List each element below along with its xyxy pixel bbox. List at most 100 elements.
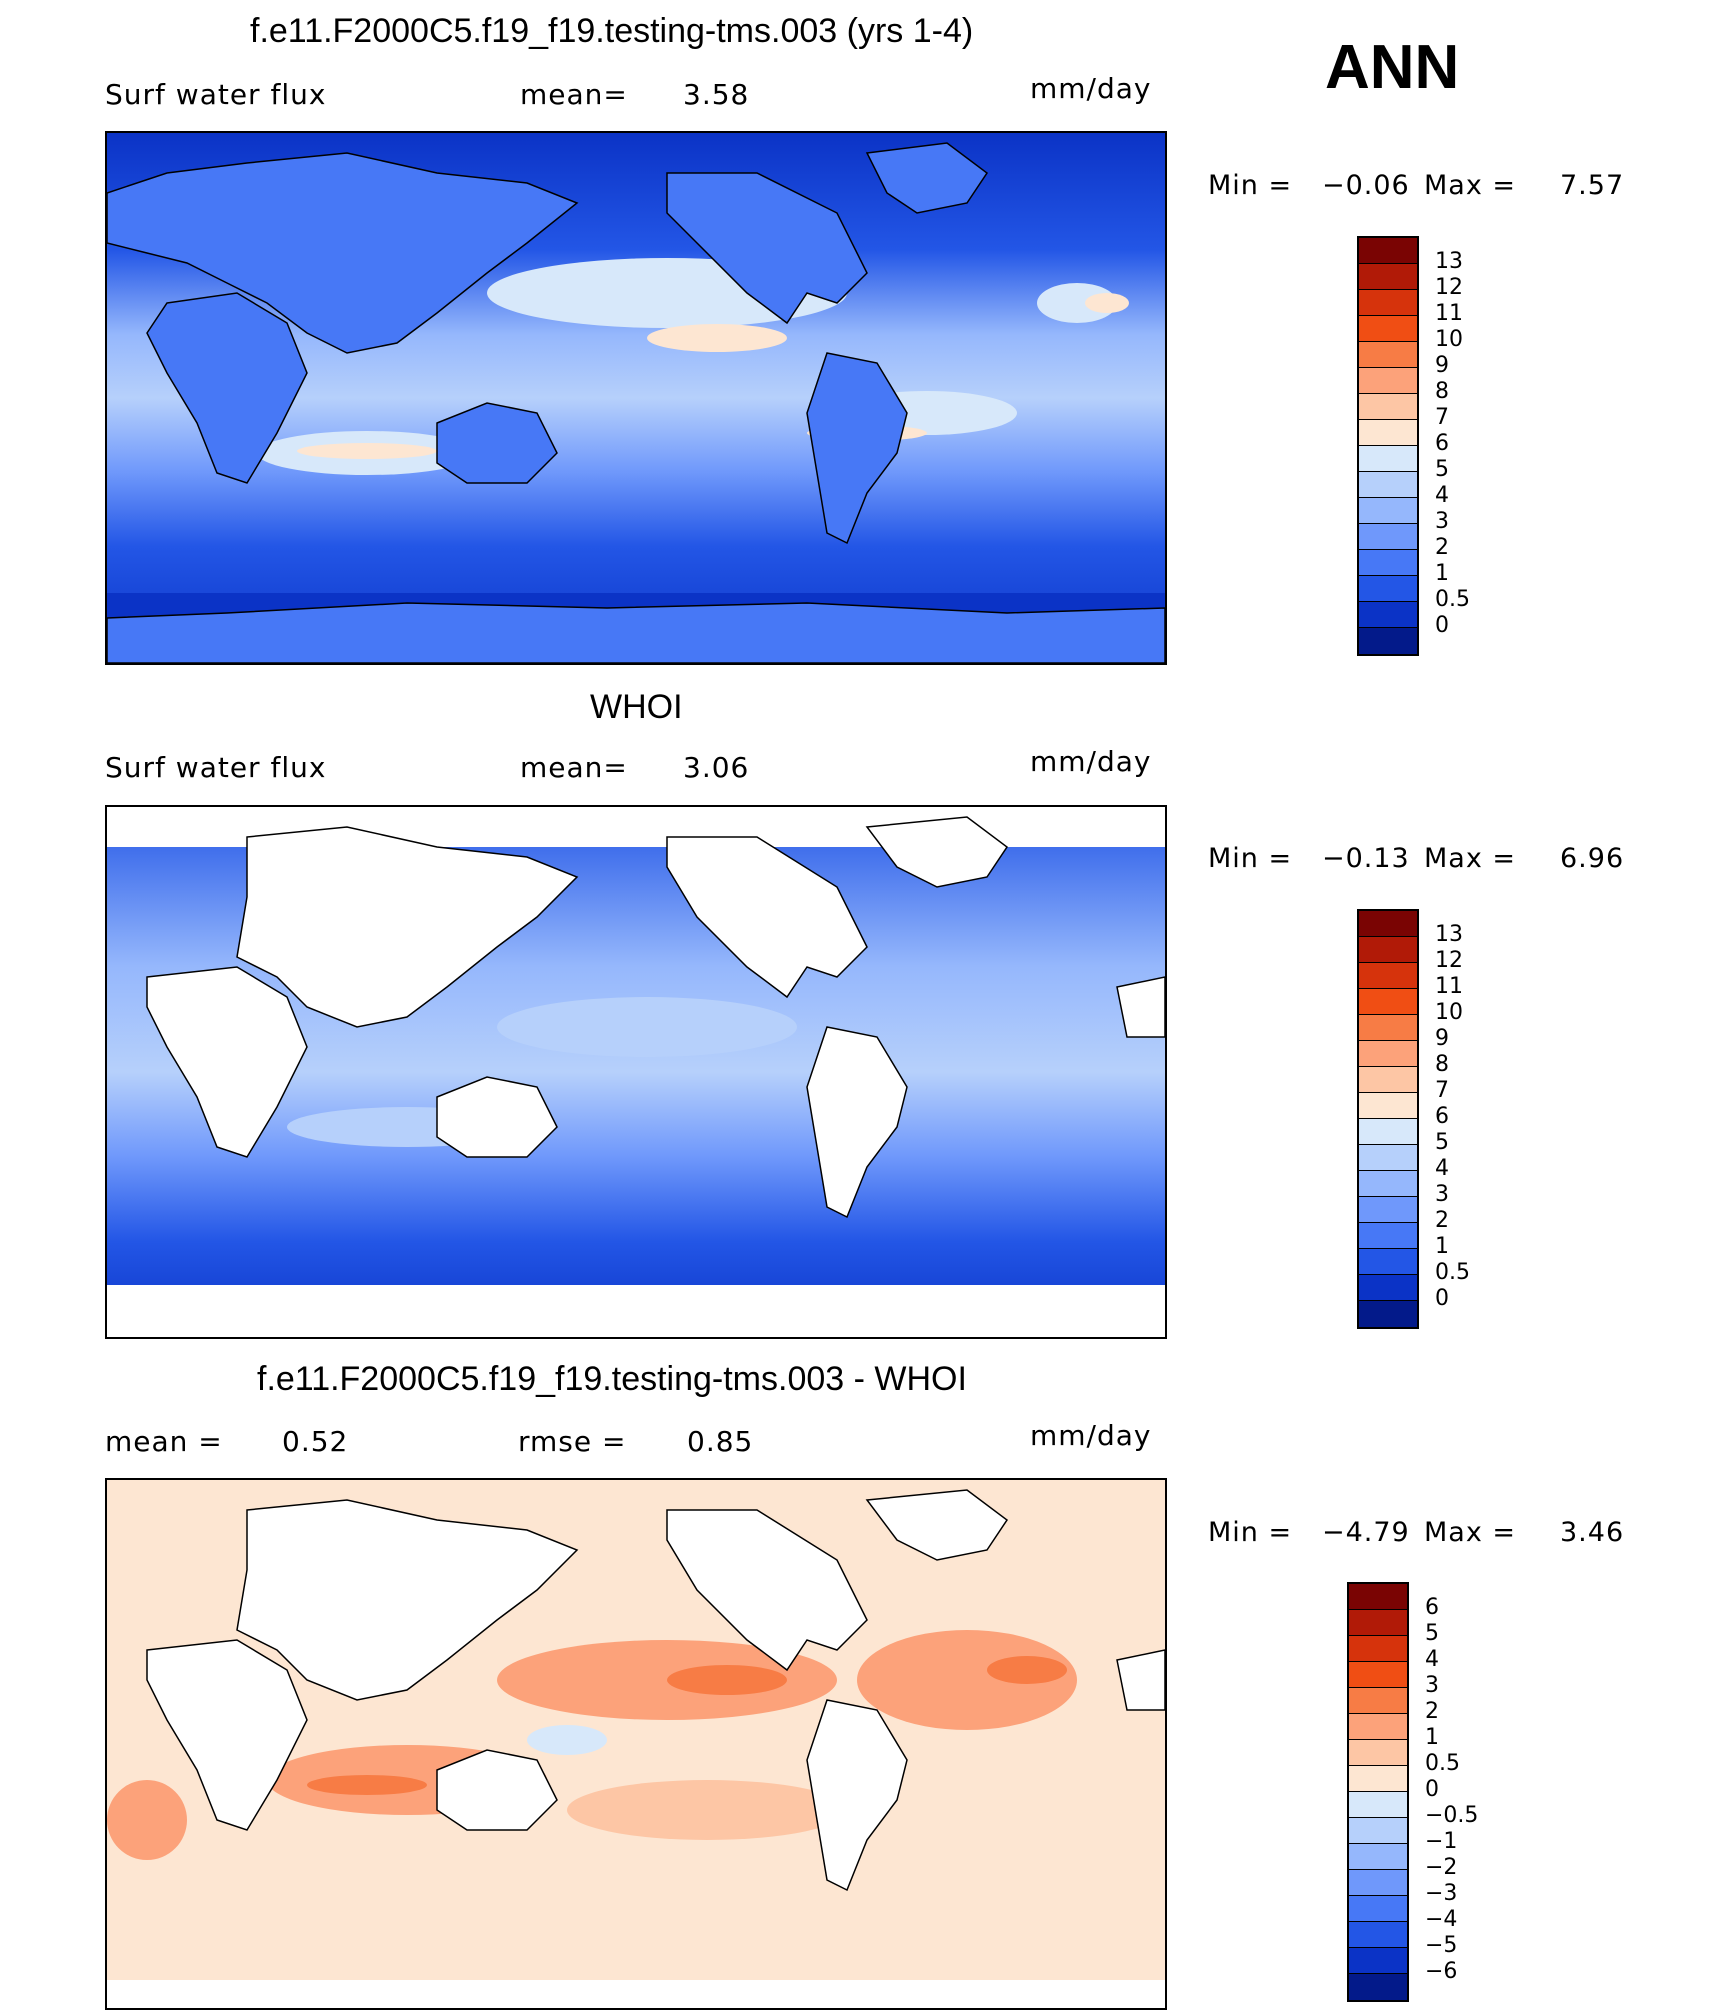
colorbar-swatch (1359, 290, 1417, 316)
colorbar-tick-label: 11 (1435, 974, 1463, 999)
colorbar-tick-label: 6 (1425, 1595, 1439, 1620)
colorbar-tick-label: 10 (1435, 1000, 1463, 1025)
colorbar-tick-label: 0.5 (1435, 1260, 1470, 1285)
colorbar-swatch (1349, 1740, 1407, 1766)
map-panel-diff (105, 1478, 1167, 2010)
colorbar-swatch (1359, 420, 1417, 446)
panel-max-value-model: 7.57 (1560, 170, 1625, 201)
panel-units-diff: mm/day (1030, 1419, 1152, 1452)
colorbar-tick-label: 3 (1425, 1673, 1439, 1698)
colorbar-tick-label: 7 (1435, 405, 1449, 430)
panel-max-label-model: Max = (1424, 170, 1517, 201)
colorbar-swatch (1359, 628, 1417, 654)
panel-min-value-obs: −0.13 (1322, 843, 1410, 874)
colorbar-tick-label: 5 (1435, 457, 1449, 482)
colorbar-swatch (1349, 1844, 1407, 1870)
colorbar-swatch (1359, 446, 1417, 472)
colorbar-swatch (1359, 550, 1417, 576)
colorbar-tick-label: 11 (1435, 301, 1463, 326)
colorbar-swatches (1357, 236, 1419, 656)
panel-max-label-obs: Max = (1424, 843, 1517, 874)
colorbar-swatch (1349, 1792, 1407, 1818)
panel-units-obs: mm/day (1030, 745, 1152, 778)
colorbar-swatch (1359, 602, 1417, 628)
colorbar-tick-label: 7 (1435, 1078, 1449, 1103)
colorbar-swatch (1359, 1015, 1417, 1041)
panel-variable-label-obs: Surf water flux (105, 751, 327, 784)
panel-min-label-obs: Min = (1208, 843, 1293, 874)
panel-mean-value-diff: 0.52 (282, 1425, 349, 1458)
map-obs (107, 807, 1165, 1337)
colorbar-tick-label: 9 (1435, 1026, 1449, 1051)
colorbar-swatches (1357, 909, 1419, 1329)
colorbar-swatch (1359, 1171, 1417, 1197)
colorbar-tick-label: −4 (1425, 1907, 1458, 1932)
colorbar-swatch (1359, 316, 1417, 342)
map-diff (107, 1480, 1165, 2008)
panel-mean-label-diff: mean = (105, 1425, 223, 1458)
colorbar-tick-label: 2 (1435, 1208, 1449, 1233)
colorbar-tick-label: −2 (1425, 1855, 1458, 1880)
colorbar-swatch (1349, 1714, 1407, 1740)
colorbar-swatch (1349, 1584, 1407, 1610)
colorbar-swatch (1349, 1766, 1407, 1792)
colorbar-swatch (1349, 1610, 1407, 1636)
colorbar-tick-label: 4 (1435, 483, 1449, 508)
colorbar-swatch (1359, 576, 1417, 602)
panel-max-value-obs: 6.96 (1560, 843, 1625, 874)
colorbar-tick-label: 10 (1435, 327, 1463, 352)
colorbar-tick-label: −6 (1425, 1959, 1458, 1984)
colorbar-swatch (1359, 1249, 1417, 1275)
colorbar-tick-label: −5 (1425, 1933, 1458, 1958)
colorbar-swatch (1359, 524, 1417, 550)
map-panel-obs (105, 805, 1167, 1339)
colorbar-tick-label: 13 (1435, 922, 1463, 947)
colorbar-swatch (1359, 394, 1417, 420)
colorbar-tick-label: 0 (1435, 613, 1449, 638)
panel-variable-label-model: Surf water flux (105, 78, 327, 111)
panel-rmse-value-diff: 0.85 (687, 1425, 754, 1458)
colorbar-tick-label: 12 (1435, 275, 1463, 300)
colorbar-tick-label: 5 (1425, 1621, 1439, 1646)
panel-mean-label-obs: mean= (520, 751, 628, 784)
colorbar-tick-label: 1 (1435, 561, 1449, 586)
colorbar-swatch (1349, 1896, 1407, 1922)
colorbar-swatch (1359, 1197, 1417, 1223)
colorbar-swatch (1359, 1067, 1417, 1093)
colorbar-tick-label: 13 (1435, 249, 1463, 274)
colorbar-tick-label: 0 (1435, 1286, 1449, 1311)
panel-title-diff: f.e11.F2000C5.f19_f19.testing-tms.003 - … (257, 1360, 967, 1398)
colorbar-tick-label: 4 (1435, 1156, 1449, 1181)
colorbar-swatch (1359, 368, 1417, 394)
panel-title-obs: WHOI (590, 688, 683, 726)
colorbar-tick-label: 5 (1435, 1130, 1449, 1155)
colorbar-swatch (1359, 1301, 1417, 1327)
colorbar-swatch (1349, 1662, 1407, 1688)
colorbar-swatch (1359, 1223, 1417, 1249)
colorbar-swatch (1349, 1818, 1407, 1844)
colorbar-tick-label: 1 (1425, 1725, 1439, 1750)
panel-max-value-diff: 3.46 (1560, 1517, 1625, 1548)
colorbar-tick-label: 8 (1435, 379, 1449, 404)
colorbar-swatch (1359, 264, 1417, 290)
colorbar-swatches (1347, 1582, 1409, 2002)
season-label: ANN (1325, 33, 1460, 102)
colorbar-swatch (1359, 1145, 1417, 1171)
panel-mean-label-model: mean= (520, 78, 628, 111)
colorbar-tick-label: 6 (1435, 431, 1449, 456)
colorbar-swatch (1359, 911, 1417, 937)
colorbar-swatch (1359, 1041, 1417, 1067)
panel-min-label-diff: Min = (1208, 1517, 1293, 1548)
colorbar-tick-label: 8 (1435, 1052, 1449, 1077)
colorbar-swatch (1349, 1922, 1407, 1948)
colorbar-swatch (1359, 963, 1417, 989)
colorbar-swatch (1349, 1974, 1407, 2000)
panel-max-label-diff: Max = (1424, 1517, 1517, 1548)
panel-min-label-model: Min = (1208, 170, 1293, 201)
colorbar-tick-label: 2 (1425, 1699, 1439, 1724)
colorbar-tick-label: 0.5 (1425, 1751, 1460, 1776)
colorbar-tick-label: 12 (1435, 948, 1463, 973)
colorbar-tick-label: 1 (1435, 1234, 1449, 1259)
colorbar-tick-label: 9 (1435, 353, 1449, 378)
colorbar-swatch (1359, 937, 1417, 963)
